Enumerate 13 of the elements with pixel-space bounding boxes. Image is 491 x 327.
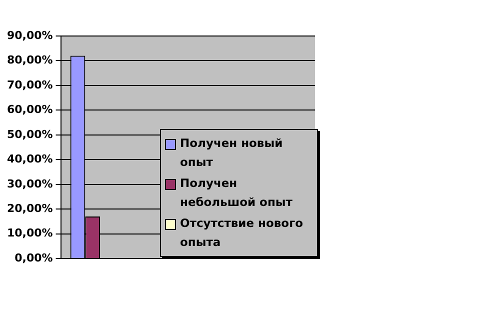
- y-tick-label: 50,00%: [6, 128, 53, 141]
- y-tick-label: 40,00%: [6, 152, 53, 166]
- legend-label: Получен небольшой опыт: [180, 175, 294, 212]
- legend-label: Отсутствие нового опыта: [180, 215, 304, 252]
- y-tick-label: 20,00%: [6, 202, 53, 215]
- y-tick-label: 60,00%: [6, 103, 53, 116]
- y-tick-label: 80,00%: [6, 54, 53, 67]
- legend-label: Получен новый опыт: [180, 135, 284, 172]
- y-tick-label: 70,00%: [6, 78, 53, 92]
- y-tick-label: 30,00%: [6, 177, 53, 190]
- y-tick-label: 0,00%: [14, 251, 53, 264]
- y-tick-label: 90,00%: [6, 28, 53, 42]
- y-tick-label: 10,00%: [6, 226, 53, 240]
